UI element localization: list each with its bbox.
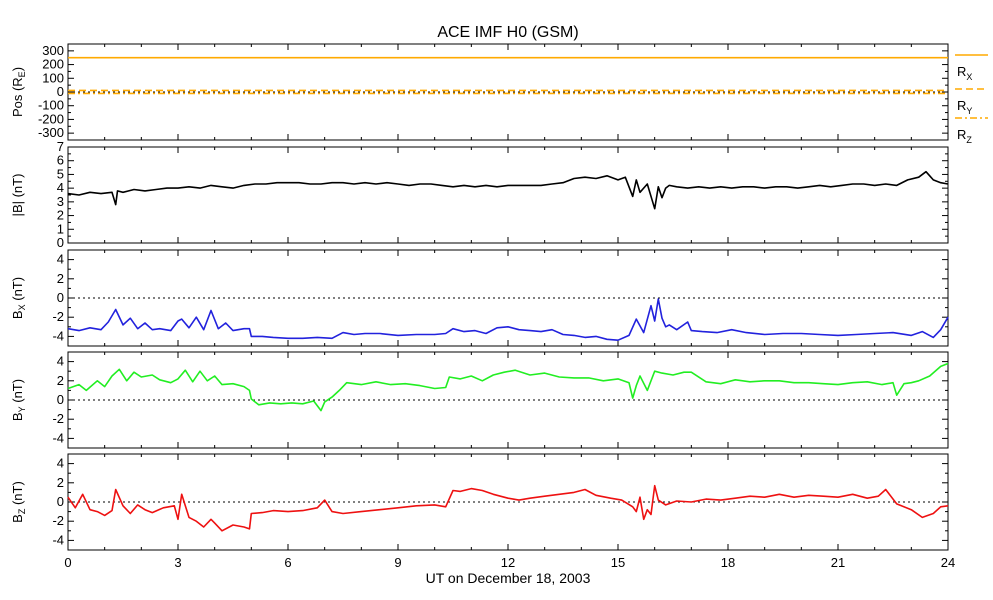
- x-tick-label: 9: [394, 555, 401, 570]
- y-tick-label: -2: [52, 309, 64, 324]
- legend-label-rx: RX: [957, 64, 972, 82]
- series-line-by: [67, 362, 949, 412]
- y-tick-label: 4: [57, 456, 64, 471]
- x-tick-label: 3: [174, 555, 181, 570]
- y-tick-label: -2: [52, 513, 64, 528]
- y-tick-label: 4: [57, 252, 64, 267]
- y-tick-label: 7: [57, 139, 64, 154]
- y-tick-label: 4: [57, 354, 64, 369]
- x-tick-label: 6: [284, 555, 291, 570]
- chart-title: ACE IMF H0 (GSM): [437, 24, 578, 41]
- y-tick-label: 0: [57, 235, 64, 250]
- legend-label-rz: RZ: [957, 127, 972, 145]
- x-axis-label: UT on December 18, 2003: [426, 570, 591, 586]
- y-tick-label: 0: [57, 290, 64, 305]
- series-line-bt: [67, 170, 949, 210]
- panel-by: 4 2 0 -2 -4 BY (nT): [10, 351, 949, 449]
- y-tick-label: -4: [52, 430, 64, 445]
- y-tick-label: 0: [57, 392, 64, 407]
- y-tick-label: 0: [57, 84, 64, 99]
- y-tick-label: 2: [57, 373, 64, 388]
- y-tick-label: 2: [57, 208, 64, 223]
- y-axis-label: BY (nT): [10, 379, 27, 421]
- y-axis-label: |B| (nT): [10, 174, 25, 217]
- y-tick-label: 5: [57, 166, 64, 181]
- x-tick-label: 18: [721, 555, 735, 570]
- x-tick-label: 12: [501, 555, 515, 570]
- y-tick-label: -4: [52, 328, 64, 343]
- y-tick-label: -4: [52, 532, 64, 547]
- y-tick-label: 2: [57, 271, 64, 286]
- y-axis-label: Pos (RE): [10, 67, 27, 117]
- y-tick-label: 1: [57, 221, 64, 236]
- y-tick-label: -100: [38, 98, 64, 113]
- y-tick-label: 3: [57, 194, 64, 209]
- x-tick-label: 21: [831, 555, 845, 570]
- y-axis-label: BX (nT): [10, 277, 27, 319]
- y-tick-label: 6: [57, 153, 64, 168]
- y-axis-label: BZ (nT): [10, 481, 27, 523]
- legend-label-ry: RY: [957, 98, 972, 116]
- y-tick-label: -300: [38, 125, 64, 140]
- x-axis-tick-labels: 0 3 6 9 12 15 18 21 24: [64, 555, 955, 570]
- y-tick-label: 200: [42, 57, 64, 72]
- y-tick-label: 2: [57, 475, 64, 490]
- y-tick-label: -2: [52, 411, 64, 426]
- panel-bx: 4 2 0 -2 -4 BX (nT): [10, 249, 949, 347]
- x-tick-label: 24: [941, 555, 955, 570]
- y-tick-label: 4: [57, 180, 64, 195]
- panel-frame: [67, 146, 949, 244]
- y-tick-label: 300: [42, 43, 64, 58]
- y-tick-label: 0: [57, 494, 64, 509]
- series-line-bx: [67, 298, 949, 342]
- series-line-bz: [67, 484, 949, 532]
- y-tick-label: -200: [38, 111, 64, 126]
- y-tick-label: 100: [42, 70, 64, 85]
- x-tick-label: 0: [64, 555, 71, 570]
- x-tick-label: 15: [611, 555, 625, 570]
- panel-bz: 4 2 0 -2 -4 BZ (nT): [10, 453, 949, 551]
